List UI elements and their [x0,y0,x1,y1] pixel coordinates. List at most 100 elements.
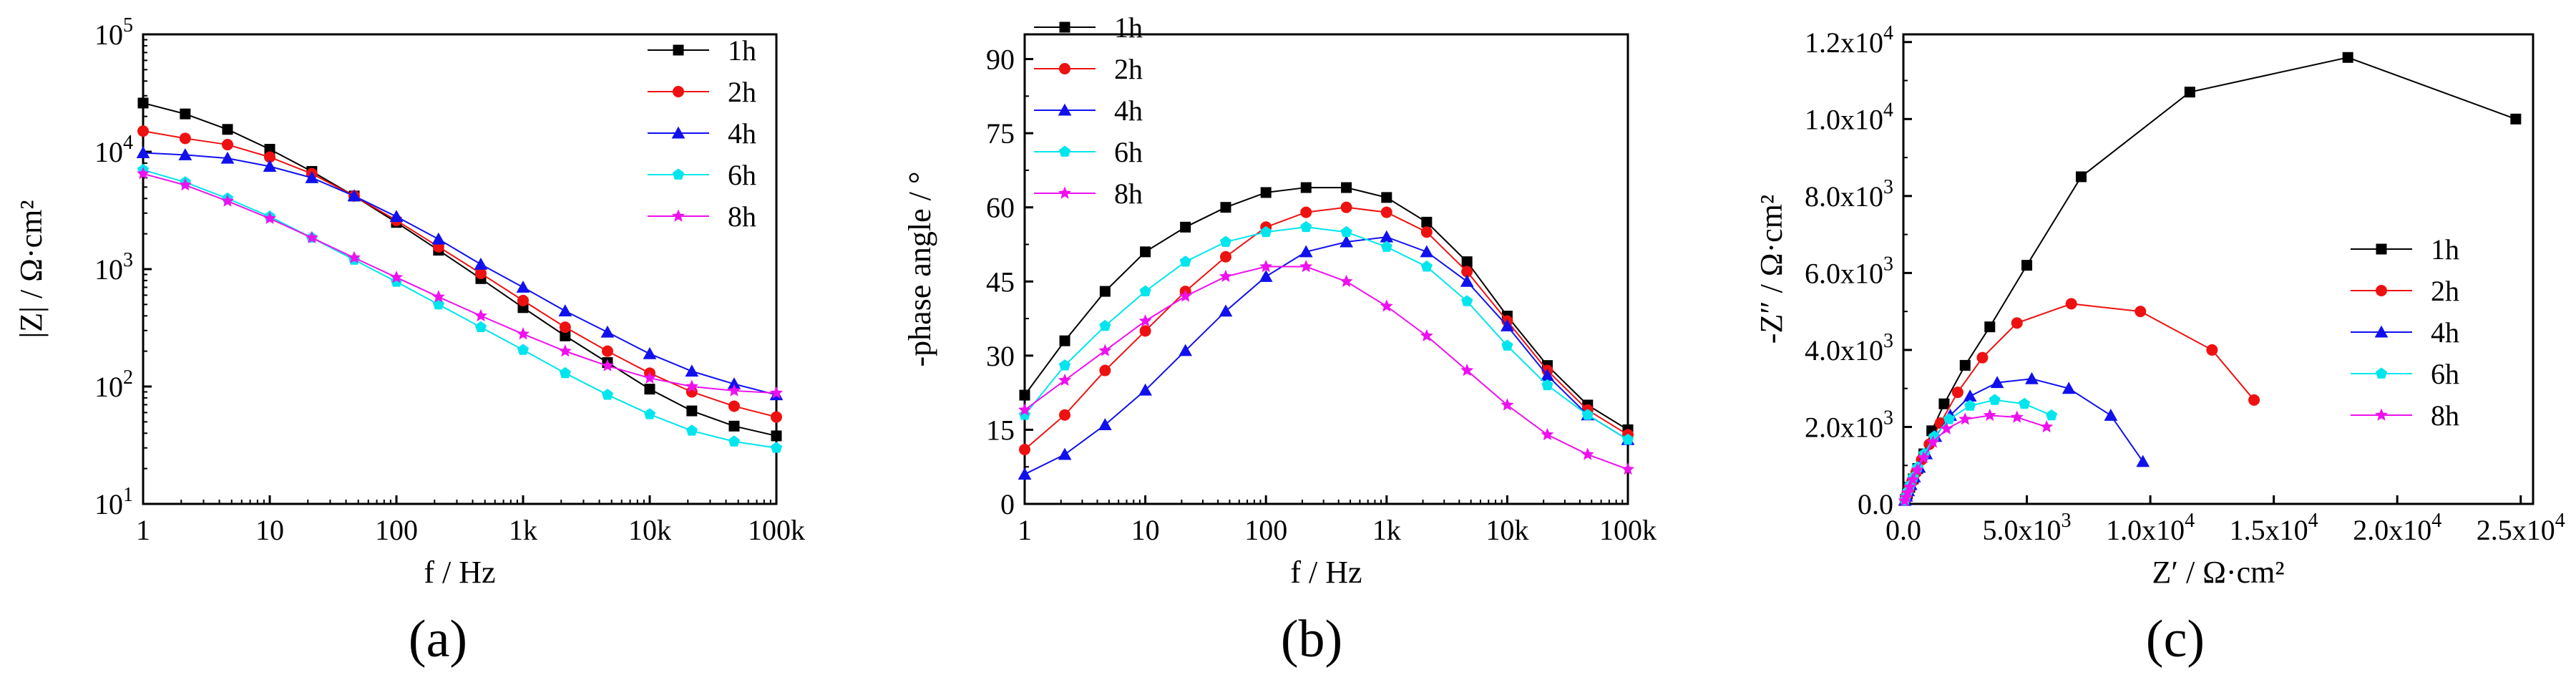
data-point-8h [643,371,657,384]
data-point-6h [601,389,614,400]
data-point-4h [1179,344,1193,356]
legend-label-4h: 4h [2431,316,2459,349]
legend-marker-6h [672,168,685,180]
data-point-8h [389,271,404,283]
x-tick-label: 100k [748,514,805,546]
data-point-4h [1058,447,1072,460]
legend-marker-1h [2376,243,2387,255]
data-point-8h [305,230,318,243]
data-point-2h [179,132,191,145]
data-point-6h [1541,379,1553,391]
data-point-1h [1381,192,1392,203]
y-tick-label: 60 [986,192,1015,224]
legend-marker-4h [2374,325,2389,338]
x-tick-label: 1.5x104 [2230,510,2318,546]
data-point-4h [1098,418,1112,431]
legend-label-8h: 8h [2431,399,2459,432]
data-point-8h [558,344,572,357]
legend-label-1h: 1h [1114,11,1143,44]
data-point-1h [1260,187,1272,198]
data-point-6h [1943,413,1955,424]
x-tick-label: 1 [136,514,150,546]
data-point-4h [1259,269,1273,282]
data-point-6h [517,344,530,355]
data-point-2h [1219,251,1231,263]
data-point-1h [686,405,698,417]
data-point-2h [2011,317,2023,329]
data-point-8h [727,384,741,397]
data-point-6h [728,435,741,447]
series-line-2h [1024,206,1629,450]
data-point-6h [1340,225,1352,238]
data-point-1h [2510,113,2522,125]
data-point-2h [601,345,613,357]
legend-marker-4h [1058,103,1072,116]
data-point-1h [1421,216,1433,228]
x-tick-label: 100k [1599,514,1657,546]
data-point-4h [305,171,319,183]
y-tick-label: 45 [986,266,1015,298]
legend-label-4h: 4h [1114,94,1143,127]
data-point-2h [1420,226,1433,238]
data-point-8h [1911,463,1924,476]
series-line-8h [1024,266,1629,470]
data-point-6h [2045,409,2058,421]
data-point-4h [389,210,404,223]
data-point-4h [263,160,277,172]
y-tick-label: 90 [986,44,1015,76]
data-point-4h [1460,274,1474,287]
data-point-2h [559,321,571,334]
legend-label-6h: 6h [728,159,756,191]
y-tick-label: 105 [94,14,133,51]
legend-label-6h: 6h [1114,136,1143,168]
data-point-2h [1461,266,1473,278]
series-line-6h [1024,226,1629,441]
data-point-8h [1917,450,1931,464]
data-point-4h [2136,455,2150,467]
data-point-6h [2019,397,2031,409]
y-tick-label: 30 [986,340,1015,372]
legend-label-1h: 1h [2431,233,2459,266]
legend-marker-8h [1058,186,1072,199]
y-tick-label: 1.0x104 [1805,99,1893,135]
x-tick-label: 100 [1244,514,1287,546]
data-point-6h [1621,433,1634,445]
legend-marker-8h [671,209,686,222]
data-point-1h [2021,260,2033,271]
x-axis-title: f / Hz [1290,555,1362,590]
data-point-4h [1219,304,1233,317]
data-point-1h [1959,359,1971,371]
data-point-8h [1983,408,1996,422]
data-point-6h [686,424,698,436]
data-point-4h [685,364,699,377]
data-point-8h [1903,480,1917,493]
data-point-4h [347,189,361,202]
data-point-2h [1951,387,1963,399]
y-tick-label: 1.2x104 [1805,22,1893,59]
legend-label-4h: 4h [728,117,756,150]
data-point-1h [560,330,571,341]
data-point-4h [178,148,192,160]
legend-marker-8h [2374,408,2389,421]
data-point-1h [2075,171,2087,183]
data-point-2h [2206,344,2218,356]
data-point-2h [1019,444,1030,456]
data-point-4h [2062,382,2076,394]
data-point-8h [1420,329,1433,341]
y-tick-label: 0 [1000,488,1015,520]
data-point-4h [1963,389,1977,402]
data-point-4h [1990,376,2004,389]
y-tick-label: 101 [94,484,133,520]
data-point-8h [347,251,361,263]
data-point-8h [1581,447,1594,460]
legend-marker-4h [671,126,686,139]
x-tick-label: 1k [1372,514,1401,546]
data-point-6h [474,321,487,333]
data-point-1h [1300,182,1312,193]
legend-label-2h: 2h [728,76,756,108]
y-axis-title: -phase angle / ° [902,172,937,367]
data-point-6h [1099,319,1111,331]
data-point-1h [2184,87,2195,98]
data-point-1h [1059,335,1070,346]
